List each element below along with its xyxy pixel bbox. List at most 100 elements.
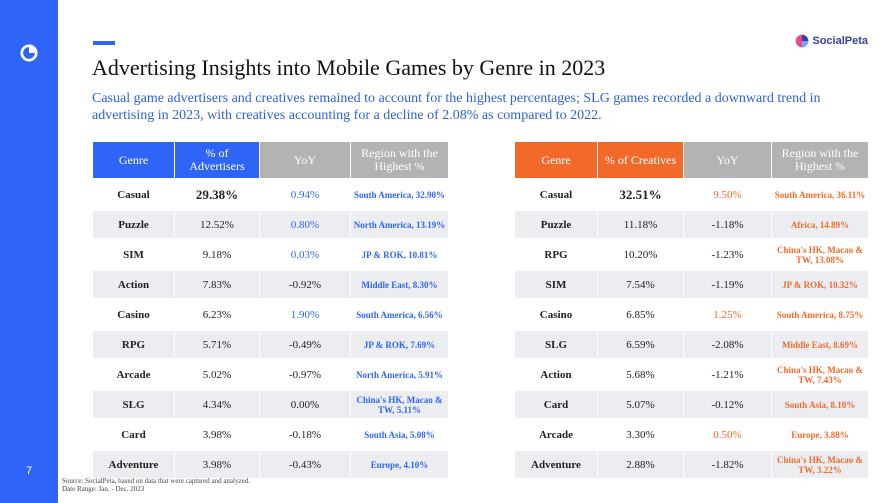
pct-cell: 3.98% — [175, 451, 260, 478]
genre-cell: RPG — [515, 241, 598, 268]
region-cell: South Asia, 8.10% — [772, 391, 869, 418]
yoy-cell: 0.94% — [260, 181, 351, 208]
table-row: Puzzle 12.52% 0.80% North America, 13.19% — [93, 211, 449, 238]
pct-cell: 6.23% — [175, 301, 260, 328]
genre-cell: Adventure — [515, 451, 598, 478]
genre-cell: Arcade — [93, 361, 175, 388]
sidebar: 7 — [0, 0, 58, 503]
genre-cell: Card — [93, 421, 175, 448]
page-title: Advertising Insights into Mobile Games b… — [92, 55, 606, 80]
genre-cell: Action — [515, 361, 598, 388]
page-subtitle: Casual game advertisers and creatives re… — [92, 91, 821, 123]
genre-cell: Casual — [93, 181, 175, 208]
yoy-cell: -0.97% — [260, 361, 351, 388]
yoy-cell: -0.49% — [260, 331, 351, 358]
table-row: SLG 4.34% 0.00% China's HK, Macao & TW, 5.1… — [93, 391, 449, 418]
pct-cell: 5.07% — [598, 391, 684, 418]
region-cell: China's HK, Macao & TW, 13.08% — [772, 241, 869, 268]
yoy-cell: -1.82% — [684, 451, 772, 478]
region-cell: China's HK, Macao & TW, 5.11% — [351, 391, 449, 418]
genre-cell: SLG — [93, 391, 175, 418]
region-cell: China's HK, Macao & TW, 3.22% — [772, 451, 869, 478]
table-row: Casino 6.23% 1.90% South America, 6.56% — [93, 301, 449, 328]
table-row: Action 7.83% -0.92% Middle East, 8.30% — [93, 271, 449, 298]
creatives-table: Genre% of Creatives YoY Region with the Hi… — [515, 139, 869, 481]
yoy-cell: -0.43% — [260, 451, 351, 478]
yoy-cell: -2.08% — [684, 331, 772, 358]
advertisers-table: Genre% of Advertisers YoY Region with the … — [93, 139, 449, 481]
table-row: Arcade 5.02% -0.97% North America, 5.91% — [93, 361, 449, 388]
yoy-cell: 1.90% — [260, 301, 351, 328]
region-cell: Europe, 4.10% — [351, 451, 449, 478]
yoy-cell: 0.03% — [260, 241, 351, 268]
pct-cell: 11.18% — [598, 211, 684, 238]
region-cell: North America, 5.91% — [351, 361, 449, 388]
table-row: RPG 10.20% -1.23% China's HK, Macao & TW, 1… — [515, 241, 869, 268]
pct-cell: 12.52% — [175, 211, 260, 238]
genre-cell: Action — [93, 271, 175, 298]
title-accent-bar — [93, 41, 115, 45]
table-row: RPG 5.71% -0.49% JP & ROK, 7.69% — [93, 331, 449, 358]
yoy-cell: 0.00% — [260, 391, 351, 418]
pie-chart-icon — [20, 44, 38, 62]
genre-cell: SLG — [515, 331, 598, 358]
pct-cell: 3.98% — [175, 421, 260, 448]
region-cell: Europe, 3.88% — [772, 421, 869, 448]
pct-cell: 3.30% — [598, 421, 684, 448]
table-row: Action 5.68% -1.21% China's HK, Macao & TW,… — [515, 361, 869, 388]
region-cell: North America, 13.19% — [351, 211, 449, 238]
genre-cell: Puzzle — [515, 211, 598, 238]
yoy-cell: 0.80% — [260, 211, 351, 238]
table-row: SLG 6.59% -2.08% Middle East, 8.69% — [515, 331, 869, 358]
genre-header: Genre — [93, 142, 175, 178]
pct-header: % of Advertisers — [175, 142, 260, 178]
region-cell: South America, 36.11% — [772, 181, 869, 208]
pct-cell: 5.68% — [598, 361, 684, 388]
pct-cell: 5.71% — [175, 331, 260, 358]
pct-cell: 4.34% — [175, 391, 260, 418]
logo-text: SocialPeta — [812, 35, 868, 47]
table-row: Casual 32.51% 9.50% South America, 36.11% — [515, 181, 869, 208]
logo-icon — [796, 34, 809, 48]
region-cell: South America, 32.90% — [351, 181, 449, 208]
genre-cell: SIM — [93, 241, 175, 268]
region-cell: China's HK, Macao & TW, 7.43% — [772, 361, 869, 388]
genre-cell: Card — [515, 391, 598, 418]
source-line: Source: SocialPeta, based on data that w… — [62, 477, 250, 485]
region-cell: JP & ROK, 10.32% — [772, 271, 869, 298]
pct-cell: 9.18% — [175, 241, 260, 268]
genre-cell: Arcade — [515, 421, 598, 448]
genre-cell: Casino — [93, 301, 175, 328]
region-cell: South America, 6.56% — [351, 301, 449, 328]
pct-cell: 7.83% — [175, 271, 260, 298]
yoy-cell: -1.18% — [684, 211, 772, 238]
page-number: 7 — [26, 465, 33, 477]
table-row: Puzzle 11.18% -1.18% Africa, 14.89% — [515, 211, 869, 238]
table-row: Adventure 2.88% -1.82% China's HK, Macao & … — [515, 451, 869, 478]
yoy-header: YoY — [684, 142, 772, 178]
yoy-cell: -0.92% — [260, 271, 351, 298]
pct-cell: 29.38% — [175, 181, 260, 208]
yoy-cell: -1.21% — [684, 361, 772, 388]
date-range-line: Date Range: Jan. - Dec. 2023 — [62, 485, 145, 493]
table-row: Card 5.07% -0.12% South Asia, 8.10% — [515, 391, 869, 418]
yoy-cell: -0.18% — [260, 421, 351, 448]
genre-cell: RPG — [93, 331, 175, 358]
yoy-cell: 1.25% — [684, 301, 772, 328]
region-cell: South America, 8.75% — [772, 301, 869, 328]
table-row: SIM 7.54% -1.19% JP & ROK, 10.32% — [515, 271, 869, 298]
logo: SocialPeta — [795, 34, 868, 48]
pct-cell: 6.59% — [598, 331, 684, 358]
pct-cell: 6.85% — [598, 301, 684, 328]
pct-cell: 10.20% — [598, 241, 684, 268]
yoy-cell: 0.50% — [684, 421, 772, 448]
table-row: SIM 9.18% 0.03% JP & ROK, 10.81% — [93, 241, 449, 268]
region-cell: Africa, 14.89% — [772, 211, 869, 238]
genre-cell: SIM — [515, 271, 598, 298]
pct-cell: 2.88% — [598, 451, 684, 478]
yoy-cell: -1.23% — [684, 241, 772, 268]
table-row: Arcade 3.30% 0.50% Europe, 3.88% — [515, 421, 869, 448]
region-cell: Middle East, 8.69% — [772, 331, 869, 358]
region-cell: JP & ROK, 7.69% — [351, 331, 449, 358]
pct-cell: 7.54% — [598, 271, 684, 298]
